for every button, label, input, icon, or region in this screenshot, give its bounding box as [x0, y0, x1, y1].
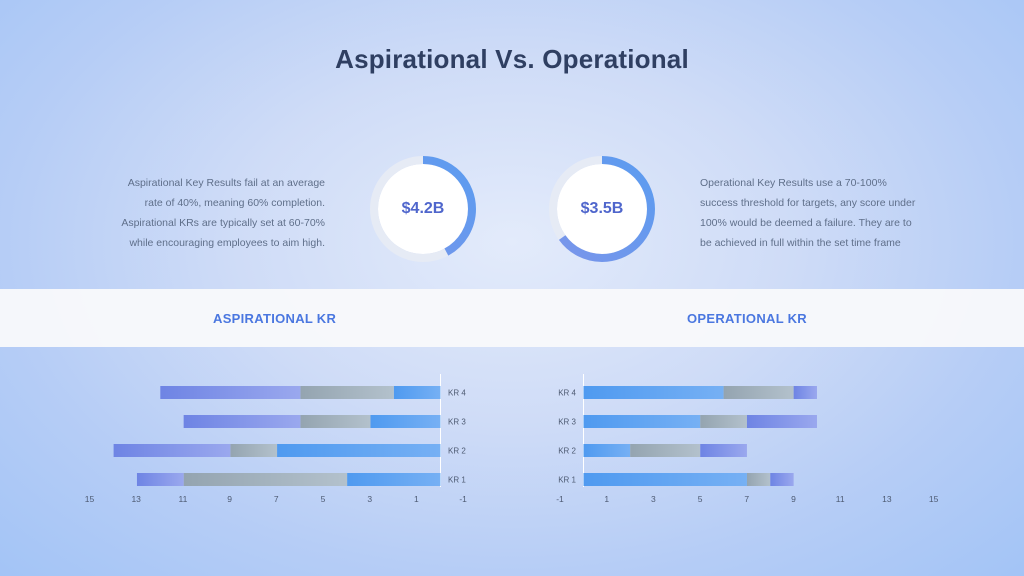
aspirational-bar-kr1-purple	[136, 473, 184, 486]
operational-tick-label: -1	[556, 494, 564, 504]
aspirational-description: Aspirational Key Results fail at an aver…	[85, 173, 325, 253]
operational-tick-label: 1	[604, 494, 609, 504]
operational-donut-arc	[549, 156, 655, 262]
operational-tick-label: 13	[882, 494, 892, 504]
operational-tick-label: 9	[791, 494, 796, 504]
operational-category-label: KR 1	[558, 476, 576, 485]
aspirational-donut: $4.2B	[366, 152, 480, 266]
operational-desc-line-3: 100% would be deemed a failure. They are…	[700, 217, 912, 229]
aspirational-category-label: KR 2	[448, 447, 466, 456]
aspirational-tick-label: 3	[367, 494, 372, 504]
aspirational-bar-kr4-gray	[300, 386, 394, 399]
operational-category-label: KR 4	[558, 389, 576, 398]
section-header-band	[0, 289, 1024, 347]
aspirational-bar-kr3-blue	[370, 415, 441, 428]
operational-desc-line-4: be achieved in full within the set time …	[700, 237, 901, 249]
operational-category-label: KR 3	[558, 418, 576, 427]
operational-bar-kr4-blue	[583, 386, 724, 399]
operational-bar-kr2-blue	[583, 444, 631, 457]
aspirational-bar-kr1-blue	[347, 473, 441, 486]
aspirational-tick-label: 15	[85, 494, 95, 504]
operational-category-label: KR 2	[558, 447, 576, 456]
operational-bar-kr1-gray	[746, 473, 771, 486]
aspirational-category-label: KR 4	[448, 389, 466, 398]
aspirational-desc-line-2: rate of 40%, meaning 60% completion.	[144, 197, 325, 209]
operational-bar-kr2-purple	[700, 444, 747, 457]
aspirational-tick-label: 7	[274, 494, 279, 504]
operational-tick-label: 7	[744, 494, 749, 504]
operational-bar-kr4-gray	[723, 386, 794, 399]
aspirational-tick-label: 5	[321, 494, 326, 504]
operational-donut: $3.5B	[545, 152, 659, 266]
aspirational-tick-label: 1	[414, 494, 419, 504]
operational-desc-line-1: Operational Key Results use a 70-100%	[700, 177, 887, 189]
operational-bar-kr3-purple	[746, 415, 817, 428]
operational-bar-kr4-purple	[793, 386, 817, 399]
aspirational-tick-label: 13	[131, 494, 141, 504]
aspirational-bar-kr4-purple	[160, 386, 301, 399]
operational-bar-kr3-gray	[700, 415, 747, 428]
aspirational-bar-kr2-blue	[277, 444, 441, 457]
operational-bar-kr2-gray	[630, 444, 701, 457]
aspirational-tick-label: 11	[178, 494, 187, 504]
aspirational-desc-line-4: while encouraging employees to aim high.	[129, 237, 325, 249]
aspirational-category-label: KR 3	[448, 418, 466, 427]
aspirational-bar-kr1-gray	[183, 473, 348, 486]
operational-bar-kr3-blue	[583, 415, 701, 428]
aspirational-bar-kr3-purple	[183, 415, 301, 428]
operational-bar-kr1-purple	[770, 473, 794, 486]
aspirational-tick-label: -1	[459, 494, 467, 504]
page-title: Aspirational Vs. Operational	[335, 44, 689, 74]
operational-desc-line-2: success threshold for targets, any score…	[700, 197, 916, 209]
aspirational-desc-line-1: Aspirational Key Results fail at an aver…	[127, 177, 325, 189]
operational-kr-heading: OPERATIONAL KR	[687, 311, 808, 326]
operational-tick-label: 5	[698, 494, 703, 504]
aspirational-category-label: KR 1	[448, 476, 466, 485]
aspirational-donut-value: $4.2B	[401, 200, 445, 217]
aspirational-desc-line-3: Aspirational KRs are typically set at 60…	[121, 217, 325, 229]
aspirational-bar-kr2-purple	[113, 444, 231, 457]
operational-tick-label: 11	[836, 494, 845, 504]
aspirational-bar-kr2-gray	[230, 444, 278, 457]
operational-tick-label: 15	[929, 494, 939, 504]
aspirational-kr-heading: ASPIRATIONAL KR	[213, 311, 337, 326]
operational-bar-kr1-blue	[583, 473, 747, 486]
operational-description: Operational Key Results use a 70-100% su…	[700, 173, 940, 253]
aspirational-bar-kr3-gray	[300, 415, 371, 428]
operational-donut-value: $3.5B	[580, 200, 624, 217]
kr-bar-charts: KR 1KR 2KR 3KR 415 13 11 9 7 5 3 1 -1KR 1KR 2KR …	[85, 374, 939, 504]
aspirational-bar-kr4-blue	[393, 386, 441, 399]
aspirational-donut-arc	[370, 156, 476, 262]
operational-tick-label: 3	[651, 494, 656, 504]
aspirational-tick-label: 9	[227, 494, 232, 504]
